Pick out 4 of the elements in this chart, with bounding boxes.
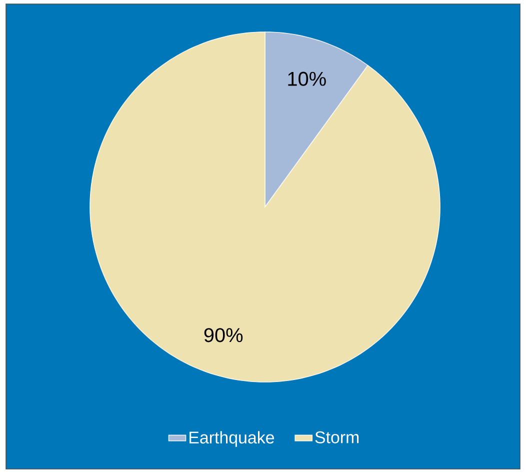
data-label: 10% — [288, 72, 326, 86]
legend-label: Storm — [315, 431, 359, 444]
data-label: 90% — [204, 328, 243, 342]
legend-label: Earthquake — [190, 431, 274, 447]
